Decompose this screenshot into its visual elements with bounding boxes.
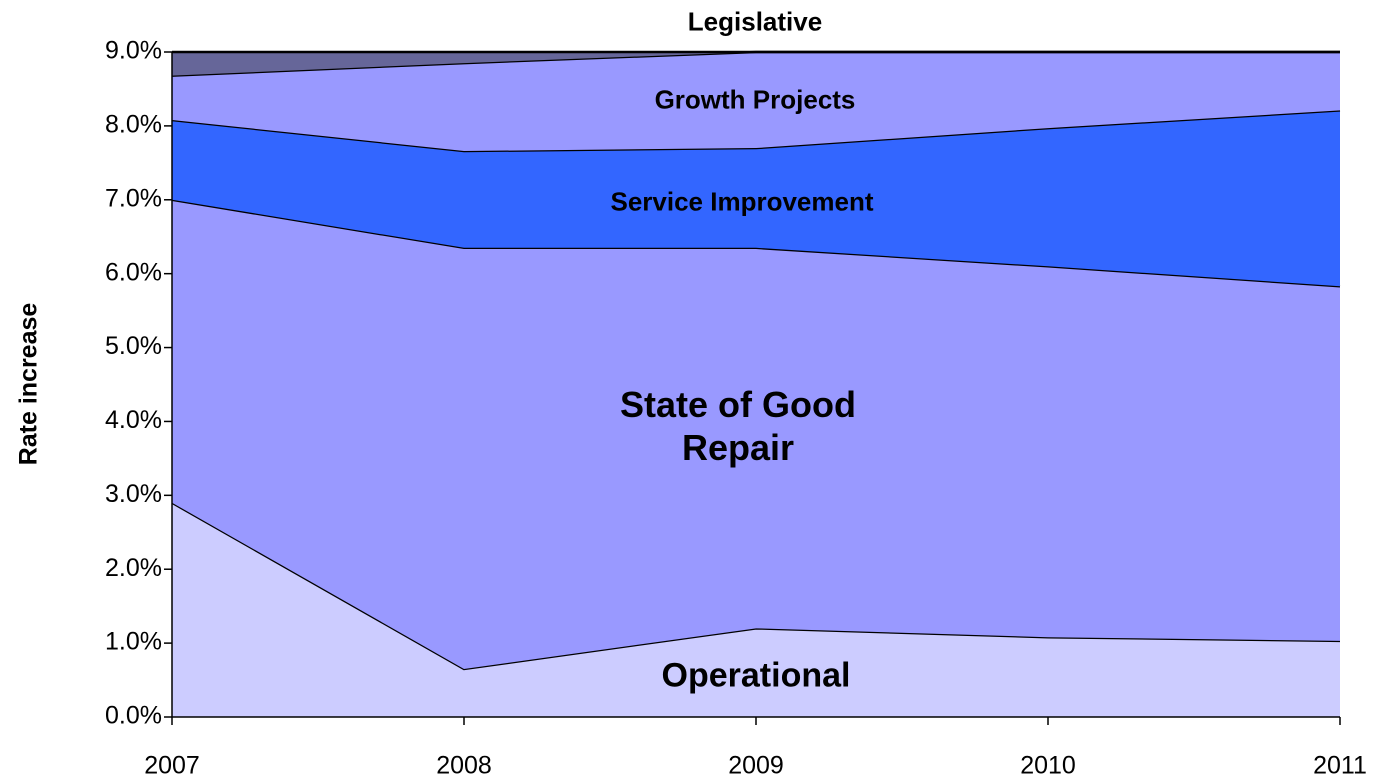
series-label: State of Good Repair: [620, 383, 856, 468]
x-tick-label: 2010: [1020, 752, 1076, 780]
x-tick-label: 2008: [436, 752, 492, 780]
x-tick-label: 2007: [144, 752, 200, 780]
area: [172, 199, 1340, 669]
y-tick-label: 1.0%: [105, 628, 162, 656]
y-tick-label: 5.0%: [105, 332, 162, 360]
area: [172, 502, 1340, 717]
area: [172, 52, 1340, 152]
y-tick-label: 2.0%: [105, 554, 162, 582]
y-tick-label: 6.0%: [105, 258, 162, 286]
series-label: Growth Projects: [654, 84, 856, 115]
area: [172, 52, 1340, 76]
y-tick-label: 7.0%: [105, 184, 162, 212]
x-tick-label: 2009: [728, 752, 784, 780]
y-tick-label: 4.0%: [105, 406, 162, 434]
series-label: Operational: [661, 656, 851, 695]
y-tick-label: 0.0%: [105, 702, 162, 730]
y-tick-label: 3.0%: [105, 480, 162, 508]
series-label: Service Improvement: [610, 186, 874, 217]
x-tick-label: 2011: [1313, 752, 1367, 780]
y-axis-label: Rate increase: [15, 303, 43, 466]
y-tick-label: 8.0%: [105, 110, 162, 138]
area: [172, 110, 1340, 287]
series-label: Legislative: [687, 6, 823, 37]
y-tick-label: 9.0%: [105, 37, 162, 65]
